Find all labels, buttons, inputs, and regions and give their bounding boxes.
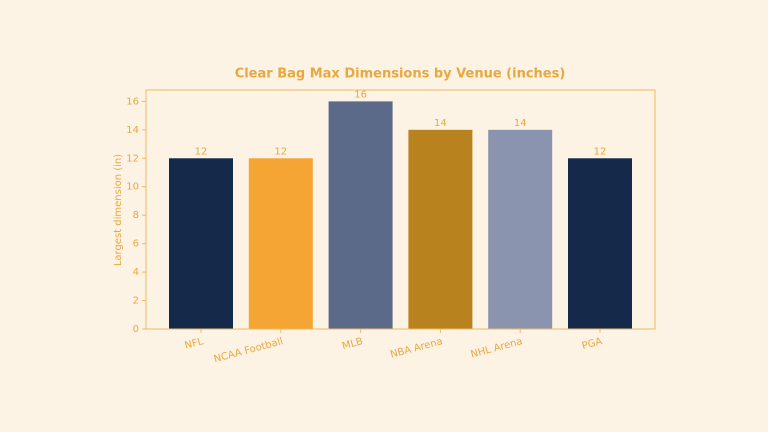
y-tick-label: 8 (133, 210, 139, 221)
y-tick-label: 16 (126, 96, 139, 107)
chart-title: Clear Bag Max Dimensions by Venue (inche… (235, 67, 566, 82)
x-tick-label: PGA (581, 336, 604, 352)
value-label: 16 (354, 89, 367, 100)
x-tick-label: NFL (184, 336, 205, 352)
y-tick-label: 4 (133, 267, 139, 278)
y-tick-label: 10 (126, 182, 139, 193)
plot-frame (145, 89, 656, 330)
y-tick-label: 2 (133, 296, 139, 307)
x-tick-label: MLB (341, 336, 364, 352)
bar (488, 129, 553, 329)
bar (408, 129, 473, 329)
y-axis-label: Largest dimension (in) (113, 154, 124, 266)
bar (568, 158, 632, 329)
bar (169, 158, 233, 329)
value-label: 12 (195, 146, 208, 157)
y-tick-label: 12 (126, 153, 139, 164)
y-tick-label: 14 (126, 125, 139, 136)
bar (248, 158, 313, 329)
value-label: 12 (594, 146, 607, 157)
value-label: 12 (274, 146, 287, 157)
bar (328, 101, 393, 329)
y-tick-label: 6 (133, 239, 139, 250)
y-tick-label: 0 (133, 324, 139, 335)
value-label: 14 (514, 118, 527, 129)
value-label: 14 (434, 118, 447, 129)
